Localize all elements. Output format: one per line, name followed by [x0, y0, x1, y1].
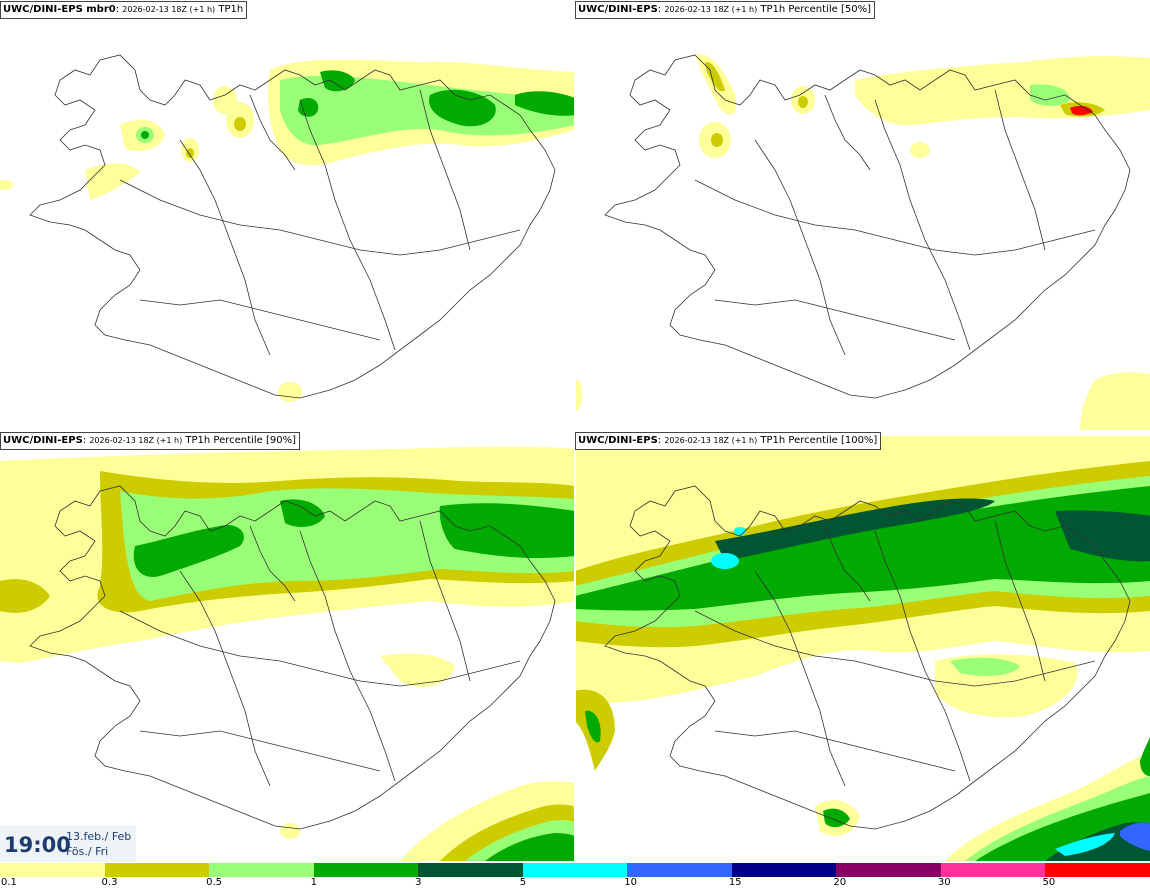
precip-field — [0, 446, 575, 861]
legend-swatch — [209, 863, 315, 877]
panel-title: UWC/DINI-EPS: 2026-02-13 18Z (+1 h) TP1h… — [0, 432, 300, 450]
panel-divider — [0, 430, 1150, 432]
legend-tick-label: 0.1 — [1, 877, 17, 888]
legend-swatch — [940, 863, 1046, 877]
precipitation-map — [575, 54, 1150, 431]
legend-tick-label: 30 — [937, 877, 951, 888]
precip-field — [575, 54, 1150, 431]
run-time: 2026-02-13 18Z (+1 h) — [664, 436, 758, 445]
valid-day: Fös./ Fri — [66, 845, 109, 858]
precipitation-map — [575, 436, 1150, 861]
legend-tick-label: 0.3 — [101, 877, 118, 888]
panel-title: UWC/DINI-EPS: 2026-02-13 18Z (+1 h) TP1h… — [575, 1, 875, 19]
legend-swatch — [0, 863, 106, 877]
legend-swatch — [104, 863, 210, 877]
valid-time: 19:00 — [4, 833, 71, 857]
legend-swatch — [313, 863, 419, 877]
legend-swatch — [418, 863, 524, 877]
parameter-label: TP1h — [218, 4, 244, 15]
parameter-label: TP1h Percentile [100%] — [760, 435, 878, 446]
run-time: 2026-02-13 18Z (+1 h) — [122, 5, 216, 14]
precip-field — [0, 59, 575, 402]
valid-time-box: 19:00 13.feb./ Feb Fös./ Fri — [0, 826, 136, 862]
precipitation-map — [0, 54, 575, 402]
model-name: UWC/DINI-EPS — [3, 435, 83, 446]
legend-swatch — [627, 863, 733, 877]
legend-tick-label: 0.5 — [206, 877, 222, 888]
model-name: UWC/DINI-EPS — [578, 4, 658, 15]
map-panel-p100: UWC/DINI-EPS: 2026-02-13 18Z (+1 h) TP1h… — [575, 431, 1150, 861]
valid-date: 13.feb./ Feb — [66, 830, 132, 843]
map-panel-member0: UWC/DINI-EPS mbr0: 2026-02-13 18Z (+1 h)… — [0, 0, 575, 431]
legend-swatch — [836, 863, 942, 877]
legend-swatch — [731, 863, 837, 877]
panel-title: UWC/DINI-EPS: 2026-02-13 18Z (+1 h) TP1h… — [575, 432, 882, 450]
parameter-label: TP1h Percentile [50%] — [760, 4, 871, 15]
parameter-label: TP1h Percentile [90%] — [185, 435, 296, 446]
legend-tick-label: 15 — [728, 877, 742, 888]
map-panel-p90: UWC/DINI-EPS: 2026-02-13 18Z (+1 h) TP1h… — [0, 431, 575, 861]
run-time: 2026-02-13 18Z (+1 h) — [664, 5, 758, 14]
legend-tick-label: 10 — [624, 877, 637, 888]
legend-tick-label: 1 — [310, 877, 317, 888]
color-legend: 0.1 0.3 0.5 1 3 5 10 15 20 30 50 — [0, 862, 1150, 891]
legend-tick-label: 50 — [1042, 877, 1056, 888]
legend-tick-label: 3 — [415, 877, 422, 888]
panel-title: UWC/DINI-EPS mbr0: 2026-02-13 18Z (+1 h)… — [0, 1, 248, 19]
precipitation-map — [0, 446, 575, 861]
legend-tick-label: 20 — [833, 877, 847, 888]
map-panel-p50: UWC/DINI-EPS: 2026-02-13 18Z (+1 h) TP1h… — [575, 0, 1150, 431]
legend-tick-label: 5 — [519, 877, 527, 888]
model-name: UWC/DINI-EPS — [578, 435, 658, 446]
run-time: 2026-02-13 18Z (+1 h) — [89, 436, 183, 445]
model-name: UWC/DINI-EPS mbr0 — [3, 4, 116, 15]
legend-swatch — [522, 863, 628, 877]
precip-field — [575, 436, 1150, 861]
legend-swatch — [1045, 863, 1150, 877]
